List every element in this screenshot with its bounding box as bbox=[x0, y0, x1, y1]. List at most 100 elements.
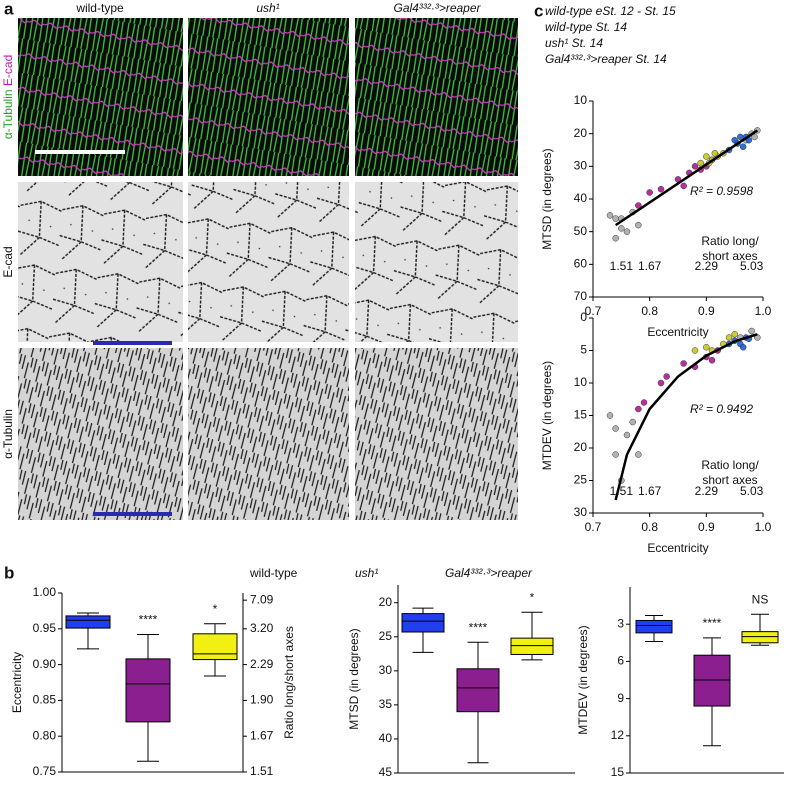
point bbox=[739, 344, 747, 351]
column-header: wild-type bbox=[75, 1, 124, 15]
column-header: ush¹ bbox=[256, 1, 279, 15]
point bbox=[703, 153, 710, 160]
point bbox=[708, 357, 716, 364]
point bbox=[657, 185, 665, 193]
y-tick-label: 1.00 bbox=[33, 585, 57, 599]
x-tick-label: 0.8 bbox=[641, 304, 658, 318]
image bbox=[18, 18, 183, 176]
legend-entry: wild-type bbox=[249, 566, 298, 580]
point bbox=[612, 234, 619, 242]
row-label: α-Tubulin E-cad bbox=[1, 55, 15, 140]
y-tick-label: 45 bbox=[379, 765, 393, 779]
y-tick-label: 40 bbox=[379, 731, 393, 745]
y2-tick-label: 3.20 bbox=[250, 621, 274, 635]
point bbox=[606, 412, 614, 419]
y-tick-label: 30 bbox=[574, 159, 588, 173]
y-tick-label: 0.80 bbox=[33, 728, 57, 742]
y-tick-label: 9 bbox=[617, 691, 624, 705]
point bbox=[748, 327, 755, 335]
y-tick-label: 0.95 bbox=[33, 621, 57, 635]
point bbox=[635, 221, 642, 229]
box bbox=[741, 631, 779, 644]
fit-line bbox=[614, 333, 758, 501]
ratio-label: Ratio long/ bbox=[701, 234, 759, 248]
x-tick-label: 0.7 bbox=[585, 520, 602, 534]
y-tick-label: 15 bbox=[574, 408, 588, 422]
ratio-label: short axes bbox=[702, 473, 757, 487]
row-label-part: E-cad bbox=[1, 55, 15, 86]
row-label: E-cad bbox=[1, 246, 15, 277]
point bbox=[623, 431, 631, 439]
y-axis-label: Eccentricity bbox=[10, 652, 24, 713]
x-tick-label: 0.8 bbox=[641, 520, 658, 534]
ratio-tick-label: 5.03 bbox=[740, 484, 764, 498]
y-tick-label: 70 bbox=[574, 289, 588, 303]
ratio-tick-label: 1.51 bbox=[610, 484, 634, 498]
point bbox=[618, 225, 625, 232]
ratio-tick-label: 1.67 bbox=[638, 259, 662, 273]
point bbox=[663, 373, 670, 380]
y2-tick-label: 1.90 bbox=[250, 693, 274, 707]
legend-entry: ush¹ bbox=[355, 566, 378, 580]
panel-letter: c bbox=[534, 1, 543, 20]
x-axis-label: Eccentricity bbox=[647, 325, 708, 339]
x-tick-label: 0.9 bbox=[698, 520, 715, 534]
box bbox=[65, 615, 111, 629]
y-tick-label: 35 bbox=[379, 697, 393, 711]
box bbox=[510, 637, 554, 655]
x-axis-label: Eccentricity bbox=[647, 541, 708, 555]
box bbox=[125, 658, 171, 723]
image bbox=[18, 182, 183, 342]
y-tick-label: 50 bbox=[574, 224, 588, 238]
image bbox=[188, 348, 349, 520]
point bbox=[606, 212, 614, 219]
legend-entry: Gal4³³²·³>reaper bbox=[445, 566, 533, 580]
x-tick-label: 0.9 bbox=[698, 304, 715, 318]
y-tick-label: 30 bbox=[379, 663, 393, 677]
y-tick-label: 0.90 bbox=[33, 657, 57, 671]
panel-letter: b bbox=[4, 563, 14, 582]
box bbox=[401, 613, 445, 633]
image bbox=[18, 348, 183, 520]
point bbox=[629, 418, 636, 426]
y-tick-label: 25 bbox=[574, 473, 588, 487]
point bbox=[725, 334, 733, 341]
row-label: α-Tubulin bbox=[1, 409, 15, 459]
ratio-tick-label: 5.03 bbox=[740, 259, 764, 273]
y-tick-label: 12 bbox=[611, 728, 625, 742]
y-tick-label: 3 bbox=[617, 616, 624, 630]
point bbox=[623, 228, 631, 235]
y-tick-label: 6 bbox=[617, 654, 624, 668]
panel-letter: a bbox=[4, 0, 14, 18]
y2-tick-label: 2.29 bbox=[250, 657, 274, 671]
y-tick-label: 20 bbox=[379, 595, 393, 609]
y-tick-label: 10 bbox=[574, 375, 588, 389]
y-tick-label: 20 bbox=[574, 126, 588, 140]
point bbox=[612, 425, 619, 432]
point bbox=[612, 451, 619, 458]
y-tick-label: 0.75 bbox=[33, 764, 57, 778]
point bbox=[635, 451, 642, 458]
point bbox=[703, 344, 710, 351]
point bbox=[691, 163, 699, 170]
y-axis-label: MTDEV (in degrees) bbox=[540, 361, 554, 470]
significance: **** bbox=[703, 616, 722, 630]
y-tick-label: 30 bbox=[574, 505, 588, 519]
column-header: Gal4³³²·³>reaper bbox=[393, 1, 481, 15]
ratio-tick-label: 2.29 bbox=[695, 484, 719, 498]
x-tick-label: 1.0 bbox=[755, 520, 772, 534]
legend-entry: wild-type St. 14 bbox=[545, 20, 627, 34]
y-tick-label: 0.85 bbox=[33, 693, 57, 707]
y-axis-label: MTSD (in degrees) bbox=[347, 628, 361, 729]
y-tick-label: 20 bbox=[574, 440, 588, 454]
x-tick-label: 0.7 bbox=[585, 304, 602, 318]
point bbox=[646, 189, 653, 196]
y-tick-label: 40 bbox=[574, 191, 588, 205]
point bbox=[739, 143, 747, 150]
point bbox=[711, 150, 719, 157]
point bbox=[640, 399, 648, 406]
image bbox=[355, 348, 518, 520]
y-tick-label: 5 bbox=[580, 343, 587, 357]
box bbox=[693, 654, 731, 707]
